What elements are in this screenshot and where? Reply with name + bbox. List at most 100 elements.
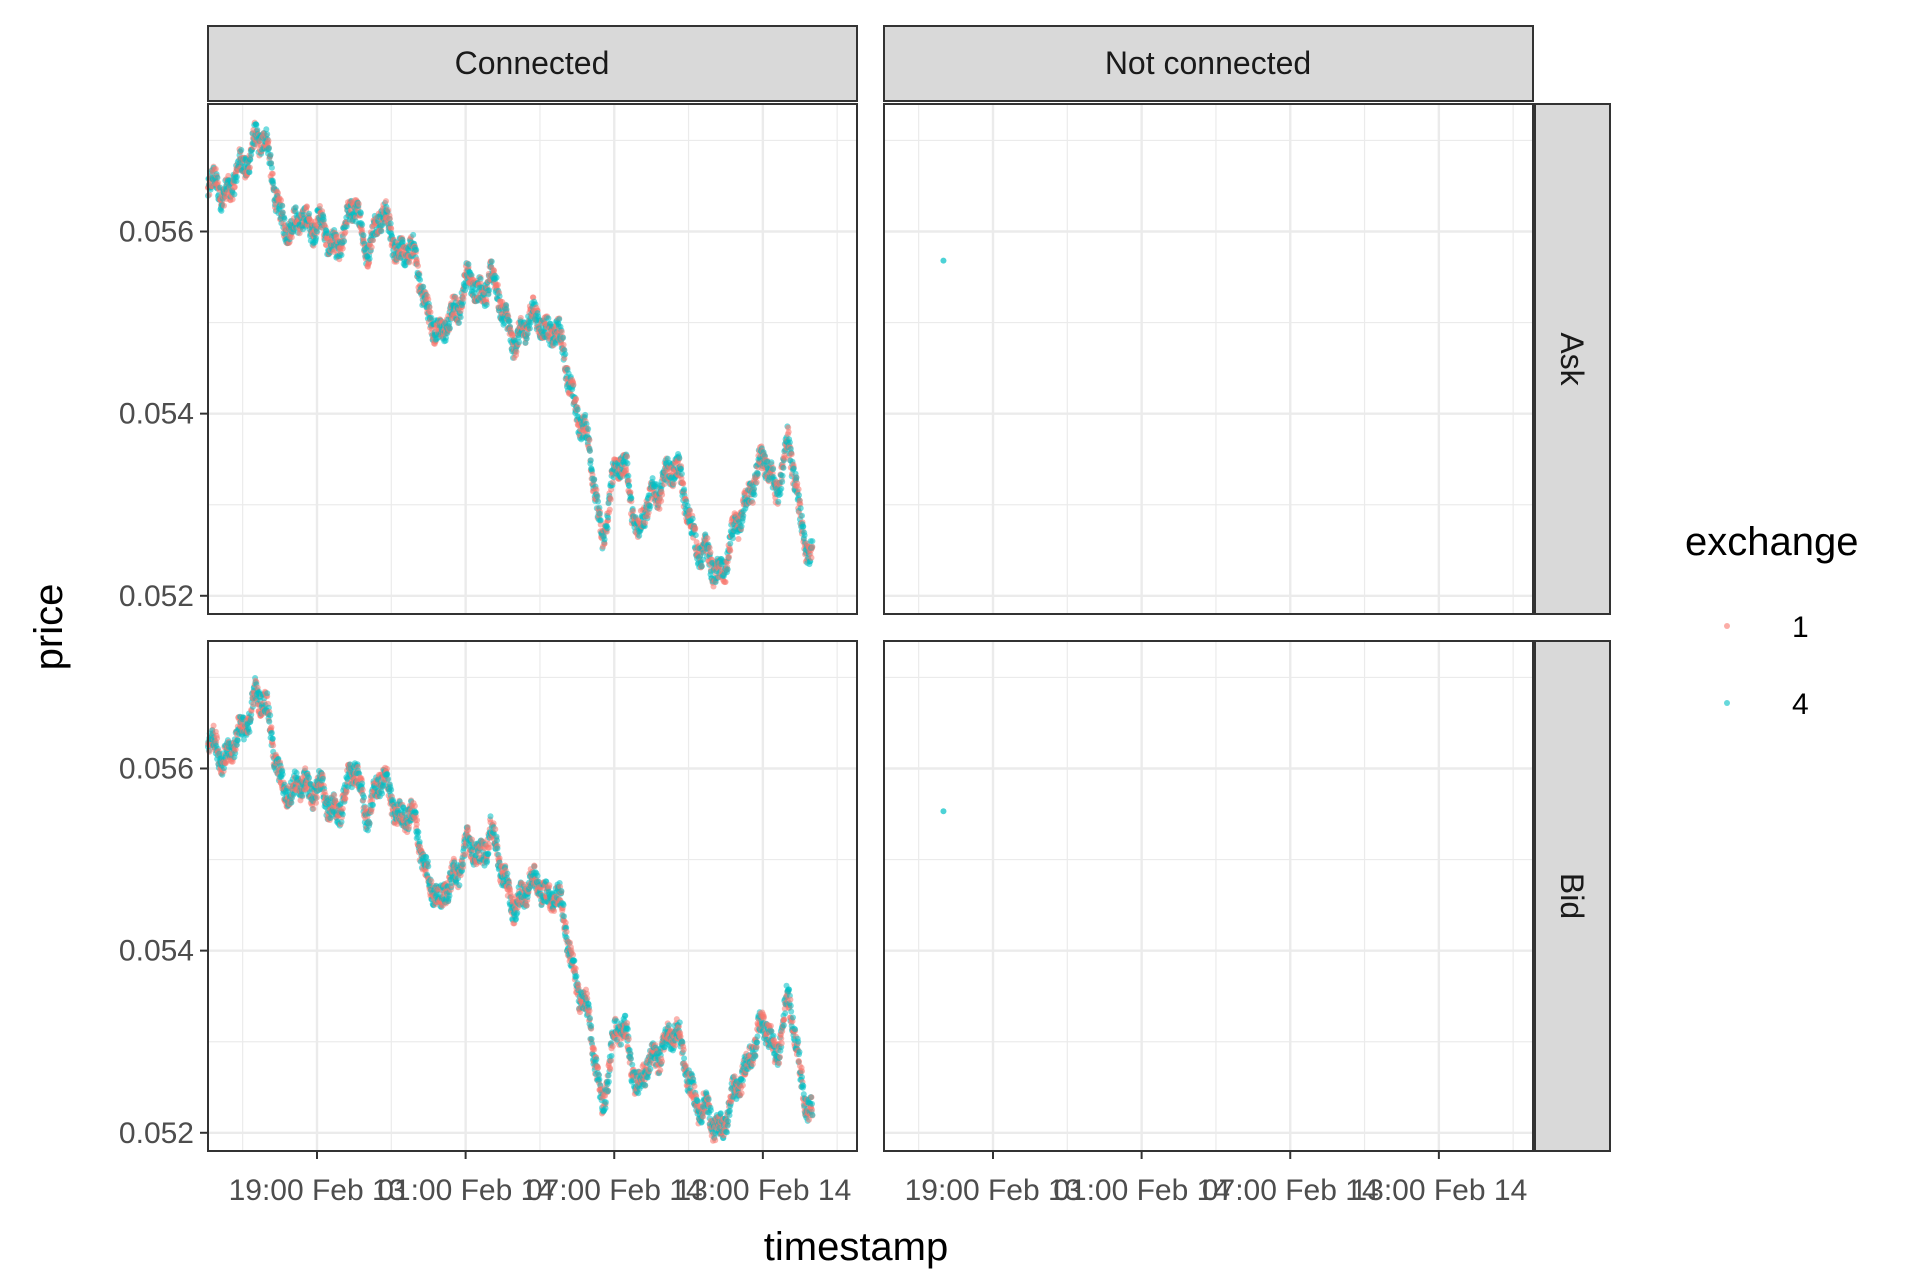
data-point-exchange-4 <box>425 863 432 870</box>
data-point-exchange-4 <box>594 493 601 500</box>
data-point-exchange-4 <box>494 837 500 844</box>
data-point-exchange-4 <box>264 131 271 138</box>
data-point-exchange-4 <box>738 523 745 530</box>
data-point-exchange-4 <box>582 411 589 418</box>
data-point-exchange-4 <box>574 406 581 413</box>
data-point-exchange-4 <box>629 1061 636 1068</box>
data-point-exchange-4 <box>523 335 530 342</box>
data-point-exchange-4 <box>751 485 758 492</box>
data-point-exchange-4 <box>727 540 734 547</box>
data-point-exchange-4 <box>292 204 299 211</box>
data-point-exchange-4 <box>379 790 386 797</box>
data-point-exchange-4 <box>779 478 786 485</box>
data-point-exchange-4 <box>593 1056 600 1063</box>
data-point-exchange-4 <box>586 447 593 454</box>
data-point-exchange-4 <box>681 486 688 493</box>
data-point-exchange-4 <box>797 505 804 512</box>
data-point-exchange-4 <box>591 476 598 483</box>
data-point-exchange-1 <box>570 951 577 958</box>
data-point-exchange-4 <box>556 316 563 323</box>
data-point-exchange-1 <box>658 498 665 504</box>
data-point-exchange-1 <box>558 328 565 335</box>
data-point-exchange-4 <box>270 180 277 187</box>
data-point-exchange-4 <box>678 465 685 472</box>
data-point-exchange-4 <box>357 210 364 217</box>
data-point-exchange-4 <box>366 255 373 262</box>
data-point-exchange-1 <box>339 805 346 812</box>
panel-background <box>208 641 857 1151</box>
data-point-exchange-4 <box>487 813 494 820</box>
data-point-exchange-4 <box>778 485 785 492</box>
data-point-exchange-1 <box>386 215 393 222</box>
data-point-exchange-1 <box>562 919 569 926</box>
data-point-exchange-4 <box>247 156 254 163</box>
data-point-exchange-4 <box>801 532 808 539</box>
data-point-exchange-1 <box>388 225 395 232</box>
data-point-exchange-4 <box>359 221 366 228</box>
data-point-exchange-4 <box>443 334 449 341</box>
data-point-exchange-4 <box>387 220 394 227</box>
data-point-exchange-4 <box>618 1041 624 1048</box>
data-point-exchange-4 <box>573 973 580 980</box>
data-point-exchange-4 <box>666 1022 672 1029</box>
data-point-exchange-4 <box>793 474 800 481</box>
data-point-exchange-4 <box>428 314 435 321</box>
data-point-exchange-4 <box>649 475 656 482</box>
data-point-exchange-4 <box>604 525 611 532</box>
data-point-exchange-1 <box>607 1066 614 1073</box>
data-point-exchange-4 <box>627 1050 634 1057</box>
data-point-exchange-4 <box>628 1055 634 1062</box>
data-point-exchange-1 <box>788 451 795 458</box>
data-point-exchange-4 <box>601 536 608 543</box>
data-point-exchange-4 <box>268 160 275 167</box>
data-point-exchange-1 <box>624 453 631 460</box>
data-point-exchange-4 <box>320 216 327 223</box>
data-point-exchange-1 <box>221 202 227 209</box>
data-point-exchange-4 <box>279 209 286 216</box>
data-point-exchange-1 <box>595 1064 602 1071</box>
data-point-exchange-1 <box>584 995 591 1002</box>
data-point-exchange-4 <box>253 121 260 128</box>
data-point-exchange-4 <box>246 728 253 735</box>
data-point-exchange-4 <box>642 1082 649 1089</box>
data-point-exchange-1 <box>625 1036 632 1042</box>
data-point-exchange-1 <box>808 554 815 561</box>
data-point-exchange-4 <box>770 466 777 473</box>
data-point-exchange-4 <box>494 845 501 852</box>
data-point-exchange-4 <box>786 439 793 446</box>
data-point-exchange-4 <box>647 503 654 510</box>
data-point-exchange-1 <box>551 908 558 914</box>
data-point-exchange-1 <box>785 429 792 435</box>
data-point-exchange-1 <box>415 262 421 269</box>
data-point-exchange-1 <box>517 314 524 321</box>
data-point-exchange-4 <box>689 515 696 522</box>
data-point-exchange-1 <box>313 794 320 801</box>
data-point-exchange-4 <box>267 151 274 158</box>
data-point-exchange-1 <box>722 579 729 585</box>
data-point-exchange-4 <box>456 319 462 326</box>
data-point-exchange-1 <box>795 486 802 493</box>
data-point-exchange-4 <box>339 811 346 818</box>
data-point-exchange-4 <box>279 202 286 209</box>
data-point-exchange-4 <box>214 174 221 181</box>
data-point-exchange-4 <box>268 729 275 736</box>
data-point-exchange-4 <box>338 252 345 259</box>
data-point-exchange-1 <box>692 525 699 532</box>
data-point-exchange-4 <box>238 147 245 153</box>
data-point-exchange-4 <box>446 325 453 332</box>
data-point-exchange-4 <box>595 498 602 505</box>
data-point-exchange-4 <box>306 210 313 217</box>
data-point-exchange-4 <box>561 913 567 920</box>
data-point-exchange-1 <box>492 826 499 833</box>
data-point-exchange-4 <box>484 858 491 865</box>
data-point-exchange-1 <box>657 1067 664 1074</box>
data-point-exchange-4 <box>410 231 417 238</box>
data-point-exchange-4 <box>676 455 683 461</box>
data-point-exchange-1 <box>411 803 418 809</box>
points-not-connected-ask <box>940 257 947 264</box>
data-point-exchange-4 <box>622 1012 629 1019</box>
data-point-exchange-4 <box>268 164 275 171</box>
data-point-exchange-4 <box>266 718 273 725</box>
data-point-exchange-4 <box>755 470 761 477</box>
data-point-exchange-4 <box>360 232 367 239</box>
